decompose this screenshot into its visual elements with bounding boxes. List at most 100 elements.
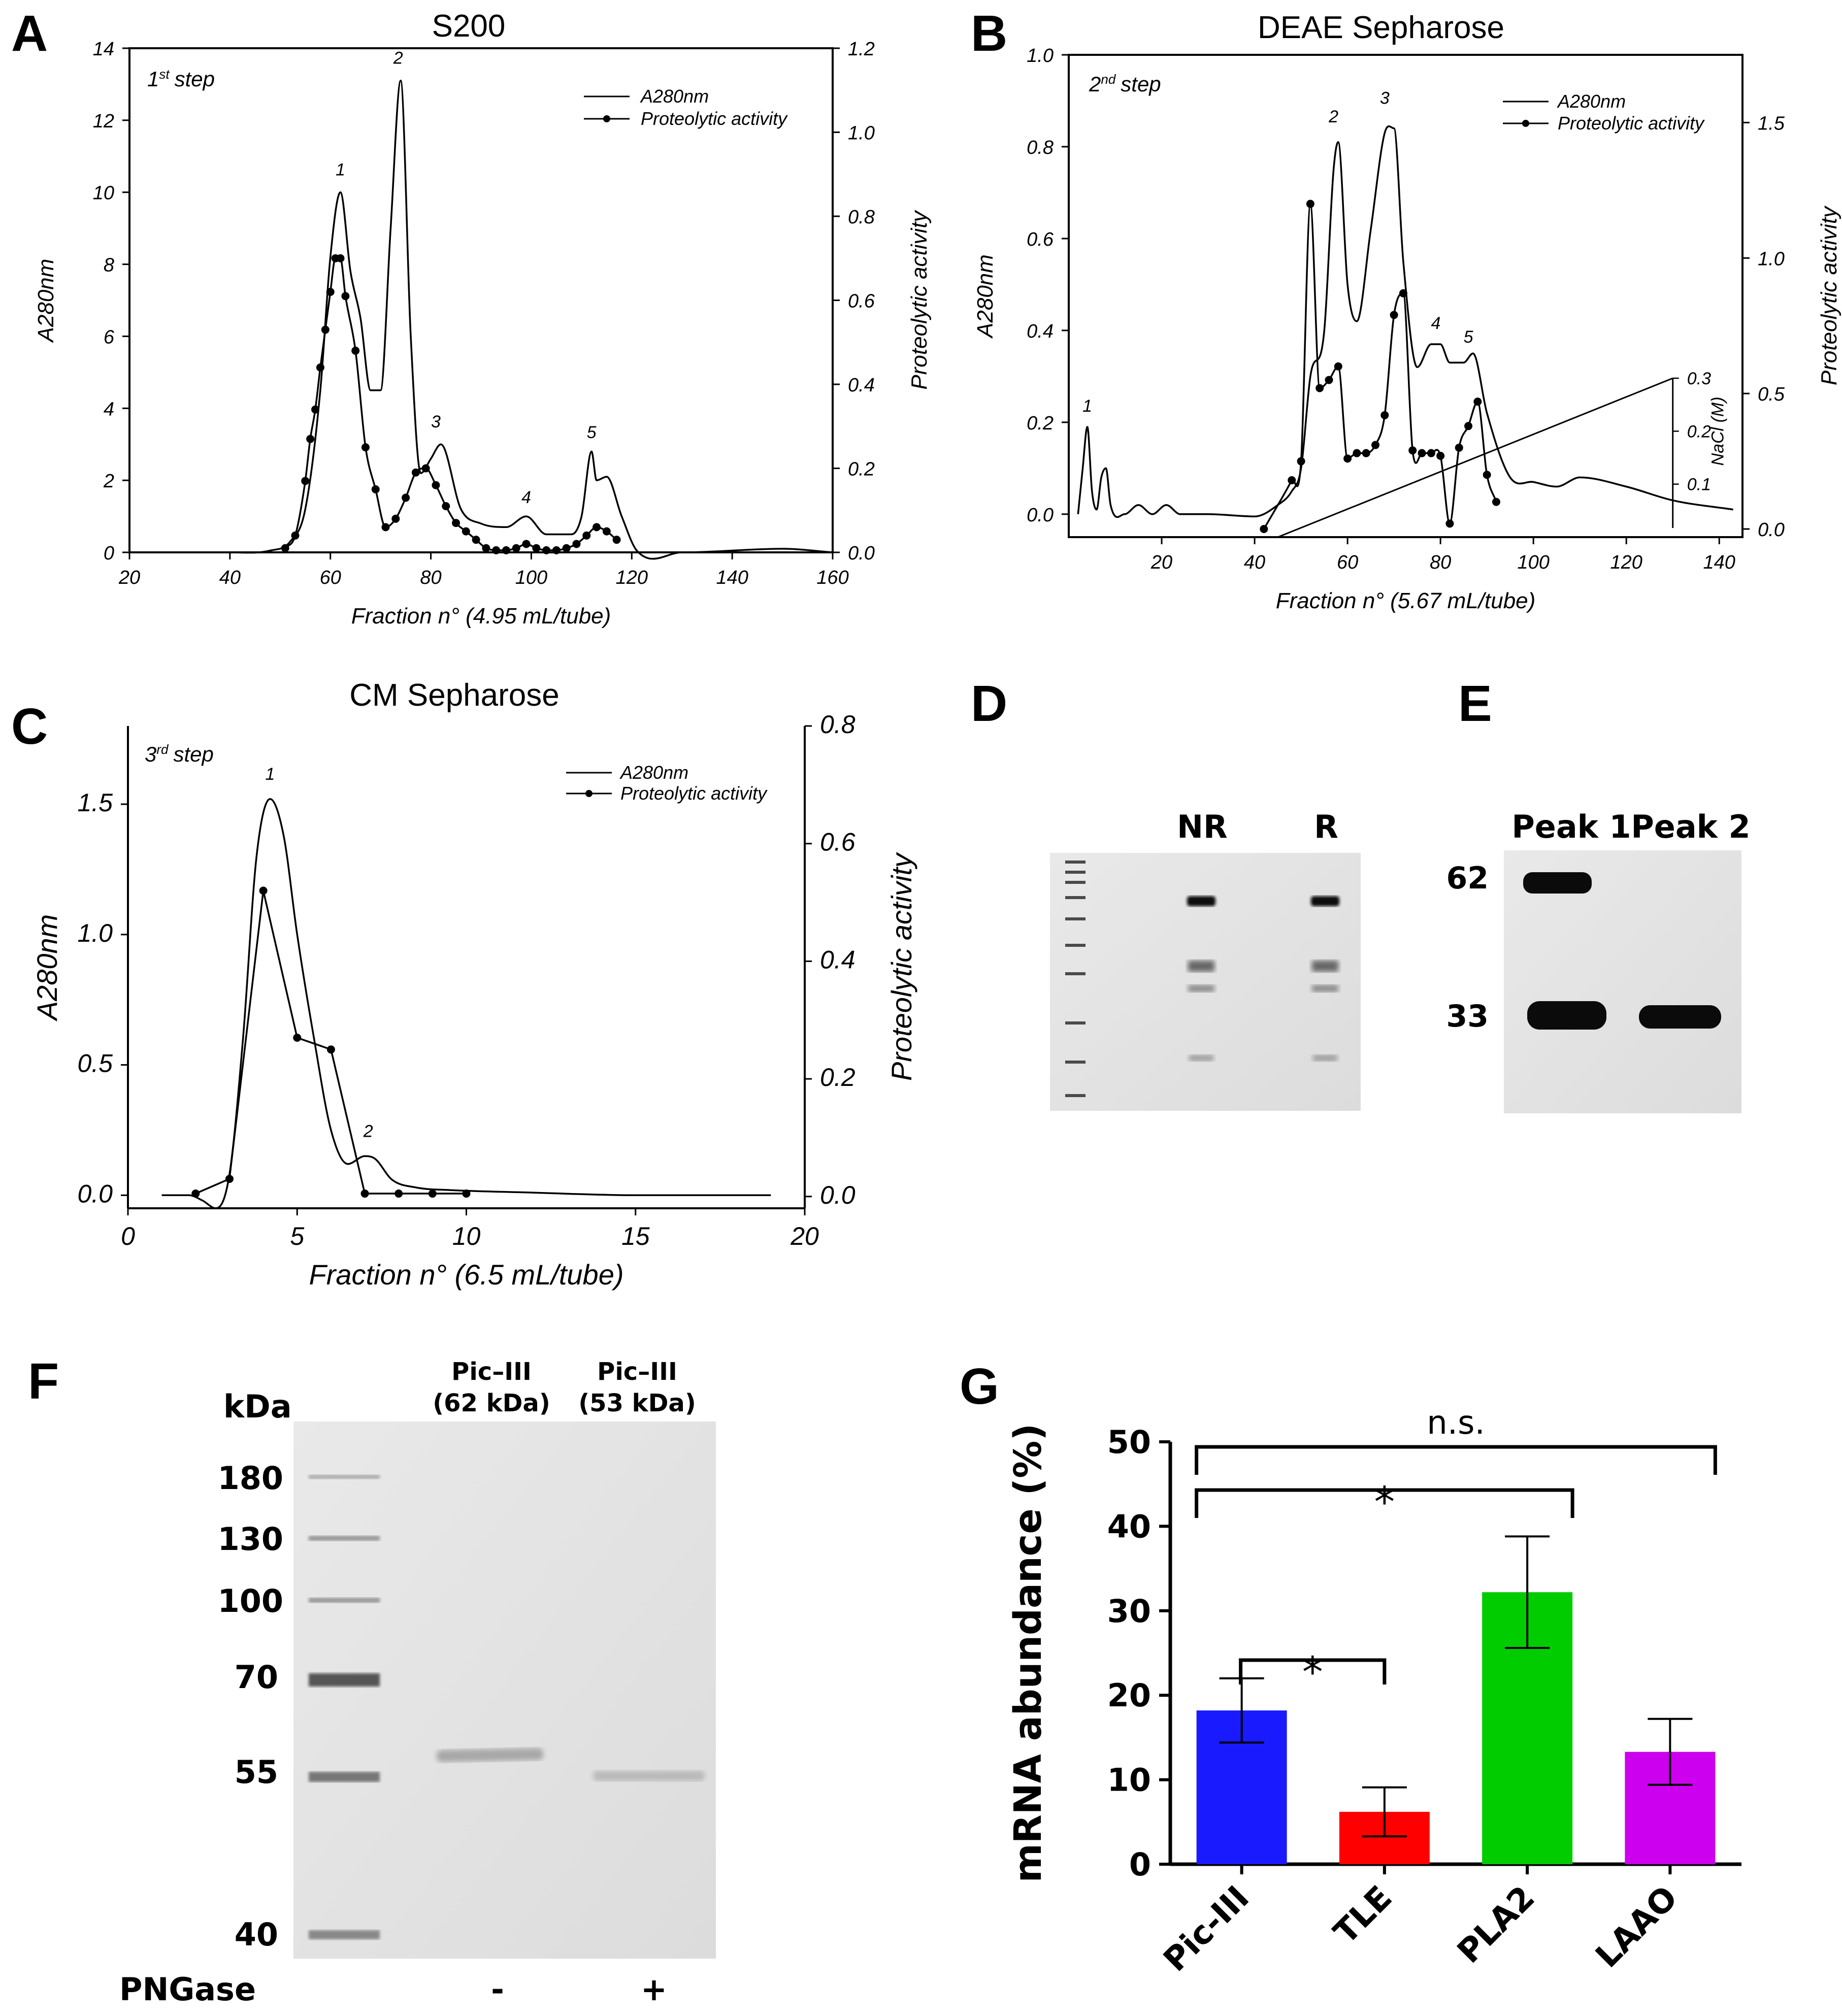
chart-a-activity-point (562, 544, 571, 552)
chart-b-xtick-label: 80 (1430, 552, 1451, 573)
chart-a-ytick-label: 4 (104, 399, 114, 420)
chart-c-ylabel: A280nm (31, 914, 63, 1022)
legend-c-activity-label: Proteolytic activity (620, 783, 768, 804)
chart-a-s200: S200 1st step A280nm Proteolytic activity… (34, 9, 932, 629)
gel-d-ladder (1065, 861, 1086, 1097)
chart-b-activity-point (1418, 449, 1426, 457)
chart-c-xtick-label: 15 (621, 1222, 650, 1250)
gel-f-image (293, 1422, 716, 1959)
chart-c-xtick-label: 5 (290, 1222, 304, 1250)
chart-b-activity-point (1260, 524, 1268, 533)
chart-b-peak-label: 4 (1431, 314, 1441, 333)
chart-a-y2tick-label: 0.6 (848, 291, 875, 312)
chart-g-ytick-label: 20 (1107, 1677, 1151, 1714)
chart-a-peak-label: 2 (393, 49, 403, 68)
chart-c-ytick-label: 0.0 (77, 1179, 113, 1208)
chart-a-activity-point (432, 481, 440, 489)
blot-e-lane-label-peak2: Peak 2 (1631, 808, 1750, 845)
chart-c-peak-label: 2 (363, 1122, 373, 1141)
chart-b-activity-point (1334, 362, 1342, 371)
panel-label-g: G (960, 1358, 999, 1415)
chart-b-xtick-label: 100 (1517, 552, 1549, 573)
chart-b-series-activity-line (1263, 203, 1497, 530)
chart-g-significance-bracket (1195, 1488, 1574, 1518)
blot-e-marker-62: 62 (1446, 861, 1489, 896)
chart-b-activity-point (1427, 449, 1435, 457)
chart-a-activity-point (291, 531, 300, 540)
chart-c-y2tick-label: 0.4 (820, 945, 856, 974)
chart-b-activity-point (1445, 519, 1454, 528)
chart-a-activity-point (492, 546, 501, 554)
gel-f-ladder-40: 40 (235, 1916, 278, 1953)
chart-a-activity-point (462, 527, 470, 536)
blot-e-band-peak1-33 (1527, 1001, 1606, 1030)
chart-a-xtick-label: 60 (320, 567, 341, 588)
chart-b-activity-point (1399, 289, 1407, 298)
chart-c-ytick-label: 1.0 (77, 919, 113, 947)
chart-a-ytick-label: 12 (93, 111, 114, 132)
panel-label-b: B (971, 5, 1007, 62)
chart-a-activity-point (552, 546, 561, 554)
legend-b-a280-label: A280nm (1557, 91, 1626, 112)
chart-a-activity-point (593, 523, 601, 532)
gel-f-lane2-name: Pic–III (597, 1358, 677, 1386)
chart-c-step-label: 3rd step (145, 742, 214, 766)
chart-a-ytick-label: 0 (104, 543, 114, 564)
chart-g-ytick-label: 10 (1107, 1762, 1151, 1799)
chart-b-step-label: 2nd step (1089, 72, 1161, 96)
gel-d-lane-nr (1187, 896, 1215, 1061)
chart-a-activity-point (421, 464, 430, 473)
chart-c-activity-point (360, 1189, 369, 1198)
chart-c-activity-point (191, 1189, 200, 1198)
gel-f-lane2-size: (53 kDa) (578, 1389, 696, 1417)
chart-g-category-label: PLA2 (1451, 1879, 1542, 1971)
gel-d-r-main-band (1311, 896, 1339, 906)
chart-b-y2tick-label: 0.5 (1758, 384, 1785, 405)
chart-a-series-activity-line (284, 257, 617, 551)
chart-c-series-activity-line (195, 890, 467, 1195)
blot-e-band-peak2-33 (1639, 1005, 1721, 1029)
chart-c-y2tick-label: 0.8 (820, 710, 856, 739)
chart-b-peak-label: 1 (1082, 396, 1092, 416)
chart-a-activity-point (572, 540, 581, 548)
chart-g-ytick-label: 0 (1129, 1846, 1151, 1883)
gel-f-kda-label: kDa (223, 1388, 292, 1425)
chart-a-activity-point (472, 536, 480, 544)
chart-b-ytick-label: 0.2 (1027, 413, 1054, 434)
chart-c-activity-point (428, 1189, 437, 1198)
chart-g-significance-bracket (1239, 1658, 1387, 1684)
chart-b-activity-point (1306, 200, 1314, 208)
chart-b-xtick-label: 20 (1150, 552, 1172, 573)
gel-f-ladder-55: 55 (235, 1754, 278, 1791)
chart-b-y2label: Proteolytic activity (1817, 205, 1841, 385)
chart-a-activity-point (326, 287, 335, 296)
chart-b-ytick-label: 0.6 (1027, 229, 1054, 250)
panel-label-e: E (1458, 675, 1492, 732)
chart-a-peak-label: 1 (336, 160, 345, 179)
chart-c-series-a280-line (161, 798, 771, 1209)
chart-a-activity-point (402, 493, 410, 502)
chart-a-xtick-label: 140 (716, 567, 748, 588)
chart-b-activity-point (1315, 384, 1324, 392)
chart-a-activity-point (482, 544, 490, 552)
chart-a-xtick-label: 160 (816, 567, 848, 588)
chart-b-activity-point (1483, 471, 1491, 479)
chart-b-activity-point (1408, 446, 1417, 455)
chart-g-significance-label: * (1302, 1648, 1323, 1697)
gel-f-ladder-180: 180 (218, 1460, 283, 1497)
panel-label-a: A (11, 5, 48, 62)
chart-g-significance-label: * (1374, 1478, 1395, 1527)
chart-a-ytick-label: 14 (93, 39, 114, 60)
chart-b-activity-point (1436, 451, 1445, 460)
chart-a-y2tick-label: 0.0 (848, 543, 875, 564)
chart-b-nacl-tick-label: 0.1 (1687, 475, 1711, 494)
chart-b-peak-label: 3 (1380, 89, 1390, 108)
chart-b-activity-point (1371, 441, 1380, 449)
chart-c-y2label: Proteolytic activity (885, 852, 917, 1081)
chart-a-activity-point (301, 477, 310, 485)
chart-a-activity-point (371, 485, 380, 493)
gel-f-ladder (309, 1475, 380, 1939)
chart-a-ytick-label: 2 (103, 471, 114, 492)
gel-f-band-53kda (593, 1771, 705, 1781)
gel-d-nr-main-band (1187, 896, 1215, 906)
